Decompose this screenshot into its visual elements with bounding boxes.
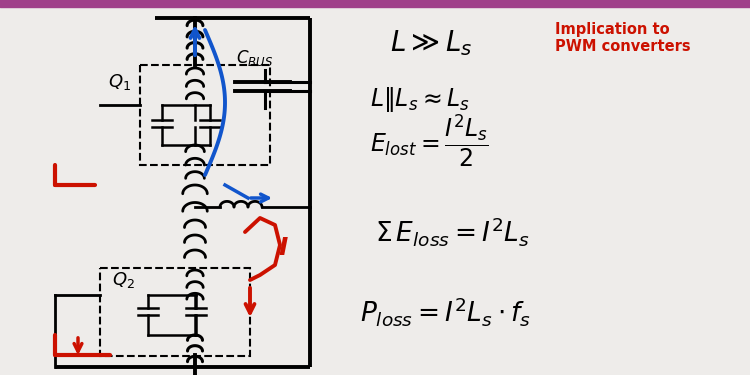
Text: $E_{lost} = \dfrac{I^2 L_s}{2}$: $E_{lost} = \dfrac{I^2 L_s}{2}$ — [370, 112, 489, 169]
Text: $\Sigma\, E_{loss} = I^2 L_s$: $\Sigma\, E_{loss} = I^2 L_s$ — [375, 215, 530, 248]
Text: $L \gg L_s$: $L \gg L_s$ — [390, 28, 472, 58]
Text: $Q_2$: $Q_2$ — [112, 270, 135, 290]
Text: $C_{BUS}$: $C_{BUS}$ — [236, 48, 274, 68]
Text: $L \| L_s \approx L_s$: $L \| L_s \approx L_s$ — [370, 85, 470, 114]
Text: Implication to
PWM converters: Implication to PWM converters — [555, 22, 691, 54]
Text: $Q_1$: $Q_1$ — [108, 72, 131, 92]
Text: $P_{loss} = I^2 L_s \cdot f_s$: $P_{loss} = I^2 L_s \cdot f_s$ — [360, 295, 531, 328]
Text: I: I — [278, 236, 287, 260]
